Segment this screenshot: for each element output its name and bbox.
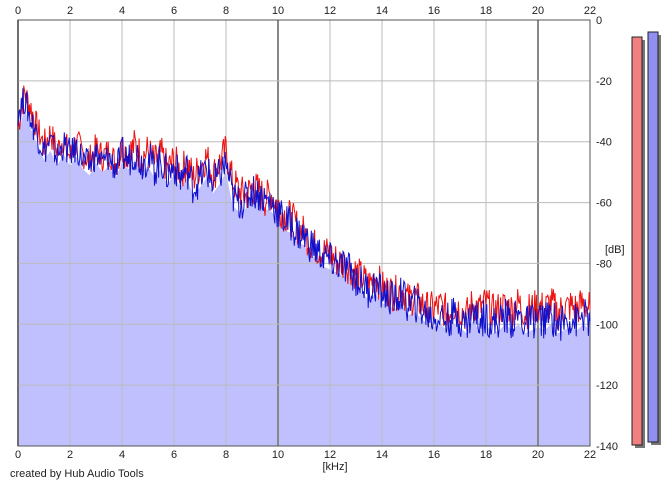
x-tick-label-bottom: 16 [428, 449, 440, 461]
x-tick-label-bottom: 22 [584, 449, 596, 461]
y-tick-label: -60 [596, 198, 612, 210]
y-tick-label: -40 [596, 137, 612, 149]
grid [17, 19, 591, 447]
x-tick-label-top: 6 [171, 5, 177, 17]
x-tick-label-bottom: 0 [15, 449, 21, 461]
spectrum-fill-area [18, 108, 590, 446]
y-tick-label: 0 [596, 15, 602, 27]
x-tick-label-top: 14 [376, 5, 388, 17]
x-tick-label-top: 18 [480, 5, 492, 17]
left-level-meter [631, 36, 643, 446]
x-tick-label-top: 4 [119, 5, 125, 17]
plot-border [17, 19, 591, 447]
x-tick-label-bottom: 10 [272, 449, 284, 461]
x-axis-label: [kHz] [322, 461, 347, 473]
y-tick-label: -20 [596, 76, 612, 88]
credit-text: created by Hub Audio Tools [10, 468, 144, 480]
y-tick-label: -120 [596, 380, 618, 392]
series-layer [17, 85, 591, 341]
x-tick-label-top: 2 [67, 5, 73, 17]
x-tick-label-top: 16 [428, 5, 440, 17]
tick-labels: 002244668810101212141416161818202022220-… [15, 5, 618, 461]
x-tick-label-bottom: 20 [532, 449, 544, 461]
x-tick-label-bottom: 14 [376, 449, 388, 461]
level-meters [631, 31, 661, 448]
x-tick-label-top: 22 [584, 5, 596, 17]
series-line-2 [17, 88, 591, 341]
x-tick-label-top: 8 [223, 5, 229, 17]
x-tick-label-bottom: 8 [223, 449, 229, 461]
y-tick-label: -80 [596, 258, 612, 270]
right-level-meter [647, 31, 659, 443]
x-tick-label-top: 10 [272, 5, 284, 17]
x-tick-label-bottom: 18 [480, 449, 492, 461]
x-tick-label-top: 20 [532, 5, 544, 17]
spectrum-fill [18, 108, 590, 446]
y-tick-label: -100 [596, 319, 618, 331]
x-tick-label-top: 12 [324, 5, 336, 17]
x-tick-label-bottom: 4 [119, 449, 125, 461]
x-tick-label-top: 0 [15, 5, 21, 17]
x-tick-label-bottom: 2 [67, 449, 73, 461]
x-tick-label-bottom: 12 [324, 449, 336, 461]
y-tick-label: -140 [596, 441, 618, 453]
x-tick-label-bottom: 6 [171, 449, 177, 461]
y-axis-label: [dB] [605, 244, 625, 256]
